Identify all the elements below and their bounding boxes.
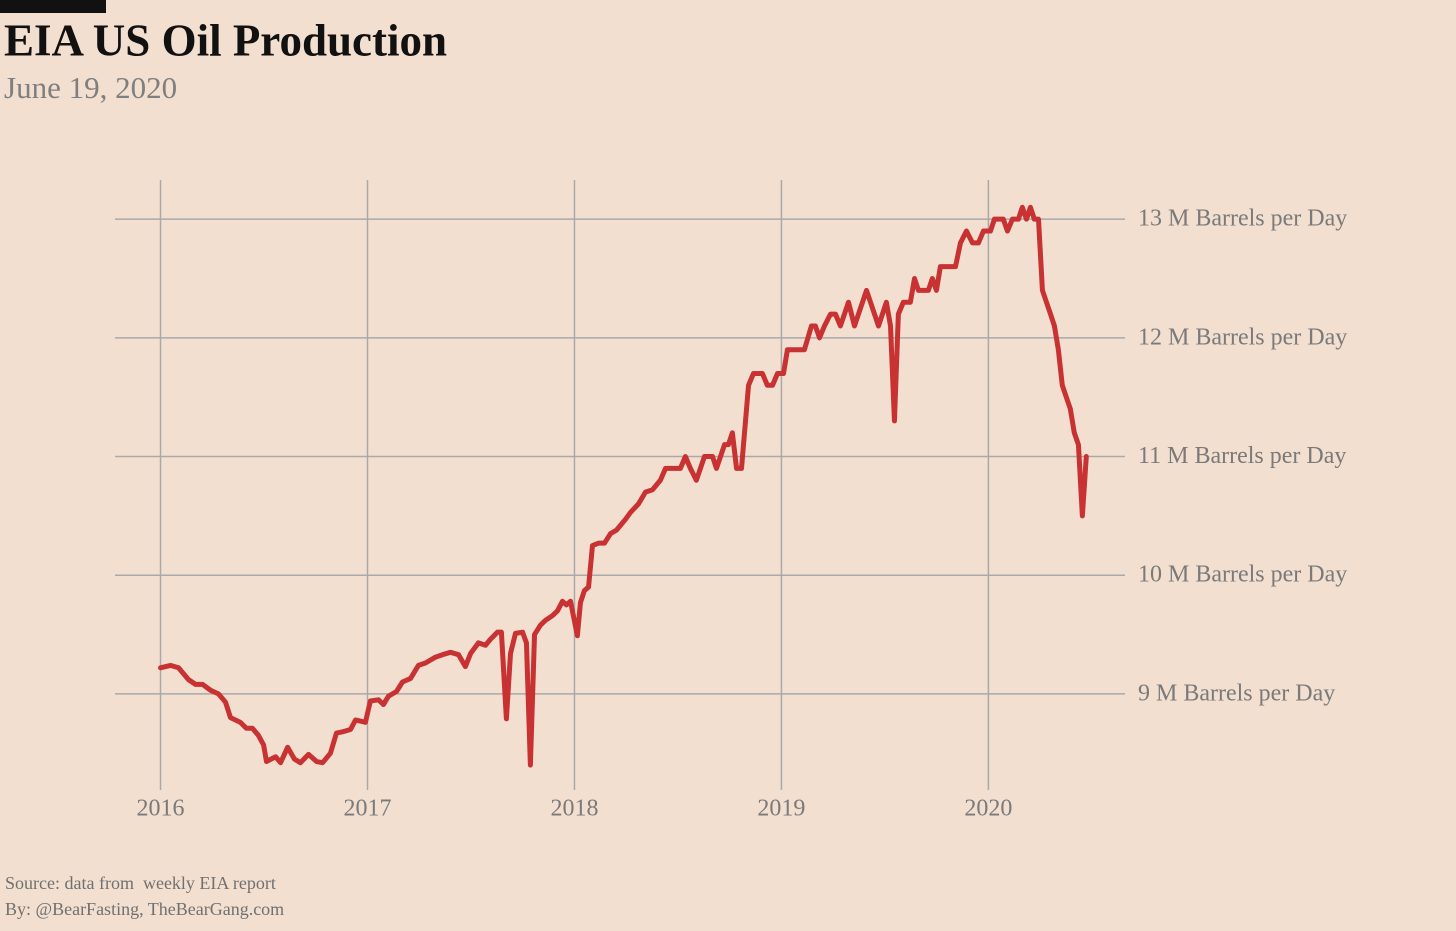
x-tick-label: 2019 [757,796,805,822]
source-note: Source: data from weekly EIA report [5,873,276,893]
x-tick-label: 2018 [550,796,598,822]
title-bar [0,0,106,13]
y-tick-label: 13 M Barrels per Day [1138,206,1347,232]
x-tick-label: 2016 [137,796,185,822]
y-tick-label: 9 M Barrels per Day [1138,680,1335,706]
byline: By: @BearFasting, TheBearGang.com [5,899,284,919]
y-tick-label: 10 M Barrels per Day [1138,562,1347,588]
chart-subtitle: June 19, 2020 [4,70,177,105]
x-tick-label: 2017 [344,796,392,822]
chart-title: EIA US Oil Production [4,15,447,65]
y-tick-label: 12 M Barrels per Day [1138,324,1347,350]
x-tick-label: 2020 [964,796,1012,822]
y-tick-label: 11 M Barrels per Day [1138,443,1346,469]
data-line [158,204,1089,768]
